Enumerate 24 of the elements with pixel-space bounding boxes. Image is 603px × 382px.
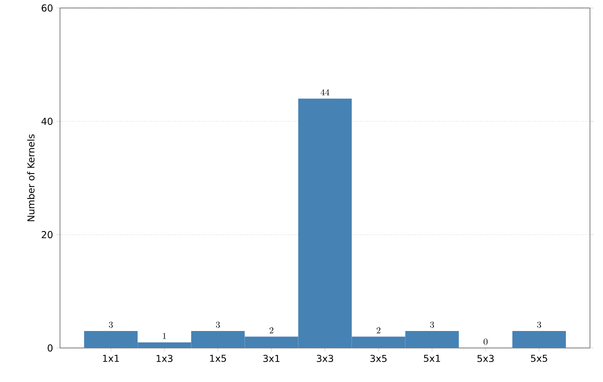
y-tick-label: 40 bbox=[42, 118, 53, 125]
data-label: 3 bbox=[216, 322, 220, 328]
y-axis-title: Number of Kernels bbox=[27, 134, 35, 222]
x-tick-label: 1x5 bbox=[210, 354, 226, 362]
x-tick-label: 5x3 bbox=[477, 354, 494, 362]
data-label: 2 bbox=[376, 327, 380, 334]
x-tick-label: 1x1 bbox=[103, 354, 119, 362]
y-tick-label: 0 bbox=[48, 344, 53, 352]
x-tick-label: 3x5 bbox=[370, 354, 387, 362]
data-label: 3 bbox=[537, 322, 542, 328]
data-label: 3 bbox=[430, 322, 434, 328]
x-tick-label: 5x5 bbox=[531, 354, 548, 362]
x-tick-label: 1x3 bbox=[156, 354, 172, 362]
y-tick-label: 20 bbox=[42, 231, 53, 238]
y-tick-label: 60 bbox=[42, 4, 53, 12]
data-label: 1 bbox=[162, 332, 166, 339]
x-tick-label: 3x1 bbox=[263, 354, 280, 362]
bar bbox=[512, 330, 566, 348]
data-label: 0 bbox=[484, 338, 488, 345]
data-label: 3 bbox=[108, 322, 113, 328]
x-tick-label: 3x3 bbox=[316, 354, 334, 362]
data-label: 2 bbox=[270, 327, 274, 334]
x-tick-label: 5x1 bbox=[424, 354, 440, 362]
data-label: 44 bbox=[320, 89, 330, 96]
